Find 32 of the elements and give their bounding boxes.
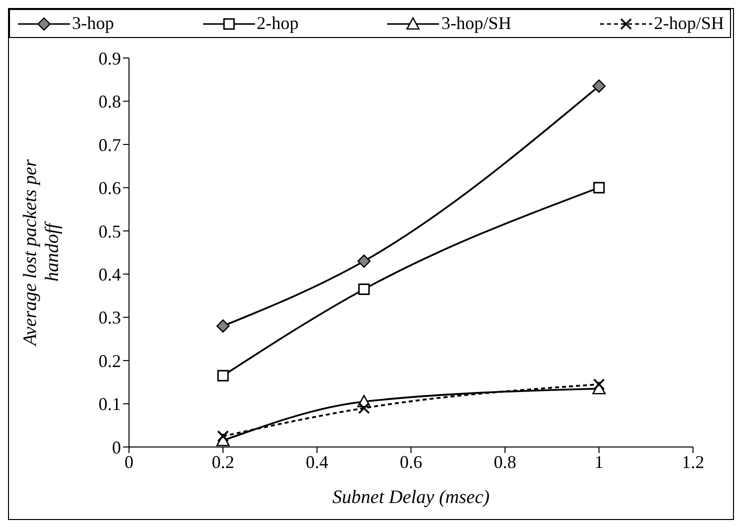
y-tick-label: 0 (112, 437, 121, 458)
y-tick-label: 0.1 (98, 394, 121, 414)
legend-label: 3-hop/SH (441, 13, 512, 34)
y-tick-label: 0.3 (98, 308, 121, 328)
y-tick-label: 0.5 (98, 221, 121, 242)
y-tick-label: 0.4 (98, 264, 121, 284)
legend-label: 2-hop (256, 13, 299, 34)
x-tick-label: 0.4 (306, 452, 328, 472)
point (357, 254, 371, 268)
x-tick-label: 1.2 (682, 452, 704, 472)
legend-label: 2-hop/SH (654, 13, 724, 34)
point (217, 370, 229, 382)
x-tick-label: 1 (594, 452, 604, 472)
point (217, 430, 229, 442)
point (593, 378, 605, 390)
point (593, 182, 605, 194)
y-tick-label: 0.2 (98, 350, 121, 371)
y-axis-title: Average lost packets per handoff (20, 158, 63, 348)
y-tick-label: 0.8 (98, 92, 121, 112)
y-tick-label: 0.6 (98, 178, 121, 198)
y-tick-label: 0.7 (98, 134, 121, 155)
x-axis-title: Subnet Delay (msec) (332, 487, 490, 508)
legend-label: 3-hop (72, 13, 114, 34)
x-tick-label: 0.6 (400, 452, 422, 472)
point (216, 319, 230, 333)
point (592, 79, 606, 93)
x-tick-label: 0.8 (494, 452, 516, 472)
y-tick-label: 0.9 (98, 48, 121, 68)
point (358, 283, 370, 295)
x-tick-label: 0 (124, 452, 134, 472)
point (358, 402, 370, 414)
x-tick-label: 0.2 (212, 452, 234, 472)
